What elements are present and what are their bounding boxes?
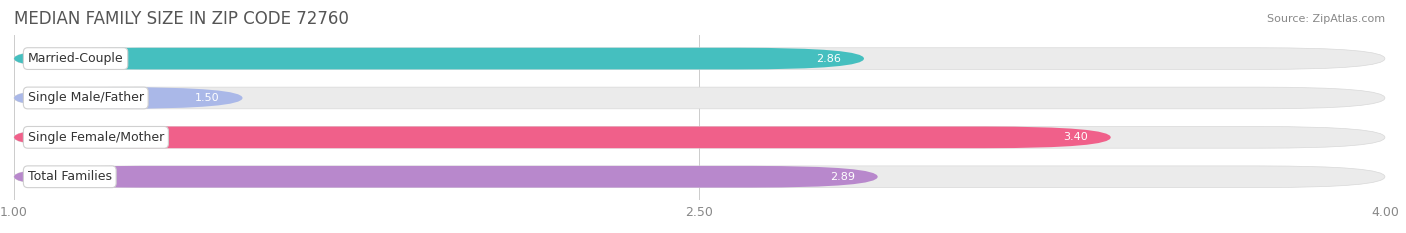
Text: Single Female/Mother: Single Female/Mother (28, 131, 165, 144)
FancyBboxPatch shape (14, 48, 863, 69)
Text: MEDIAN FAMILY SIZE IN ZIP CODE 72760: MEDIAN FAMILY SIZE IN ZIP CODE 72760 (14, 10, 349, 28)
Text: Source: ZipAtlas.com: Source: ZipAtlas.com (1267, 14, 1385, 24)
Text: 2.86: 2.86 (817, 54, 841, 64)
Text: Single Male/Father: Single Male/Father (28, 92, 143, 104)
FancyBboxPatch shape (14, 87, 243, 109)
Text: Total Families: Total Families (28, 170, 111, 183)
Text: 2.89: 2.89 (830, 172, 855, 182)
FancyBboxPatch shape (14, 48, 1385, 69)
Text: 3.40: 3.40 (1063, 132, 1088, 142)
FancyBboxPatch shape (14, 87, 1385, 109)
Text: Married-Couple: Married-Couple (28, 52, 124, 65)
FancyBboxPatch shape (14, 166, 1385, 188)
Text: 1.50: 1.50 (195, 93, 219, 103)
FancyBboxPatch shape (14, 127, 1385, 148)
FancyBboxPatch shape (14, 166, 877, 188)
FancyBboxPatch shape (14, 127, 1111, 148)
